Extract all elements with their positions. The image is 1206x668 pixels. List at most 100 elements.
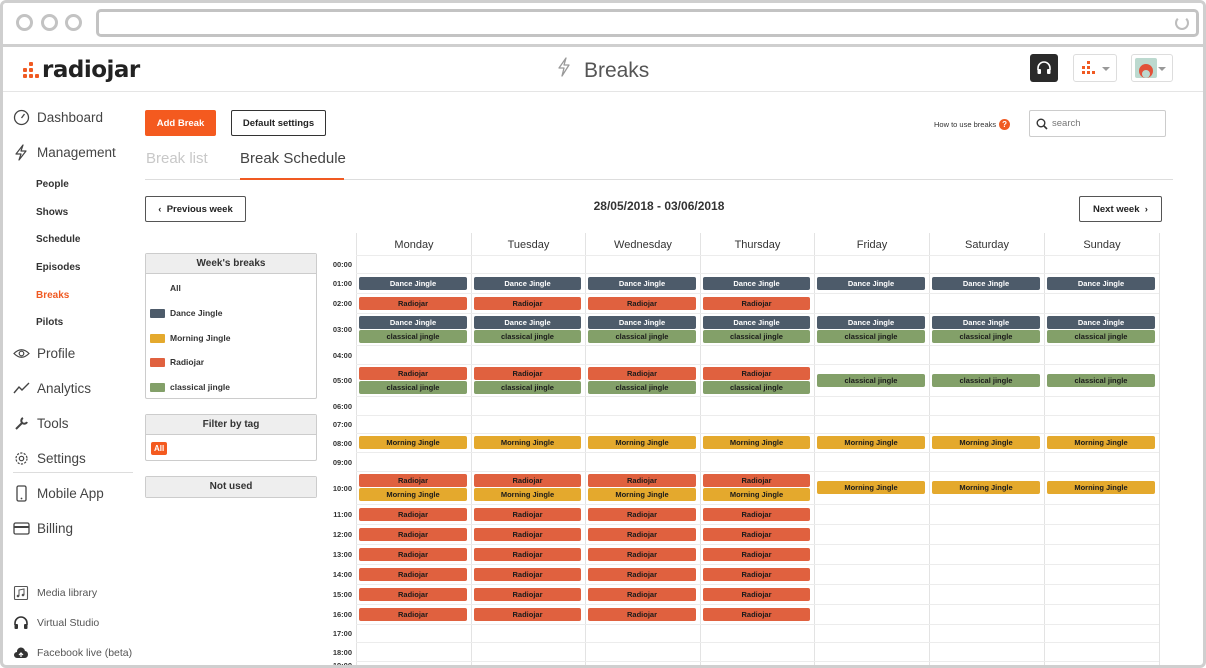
break-event[interactable]: Dance Jingle xyxy=(703,277,810,290)
break-event[interactable]: Dance Jingle xyxy=(1047,277,1155,290)
sidebar-item-facebook-live[interactable]: Facebook live (beta) xyxy=(13,645,132,661)
legend-item-classical-jingle[interactable]: classical jingle xyxy=(150,382,230,392)
break-event[interactable]: Morning Jingle xyxy=(359,488,467,501)
sidebar-sub-schedule[interactable]: Schedule xyxy=(36,234,81,245)
break-event[interactable]: Dance Jingle xyxy=(474,277,581,290)
not-used-panel[interactable]: Not used xyxy=(145,476,317,498)
tag-all[interactable]: All xyxy=(151,442,168,455)
break-event[interactable]: classical jingle xyxy=(359,330,467,343)
break-event[interactable]: Radiojar xyxy=(474,297,581,310)
break-event[interactable]: Radiojar xyxy=(359,588,467,601)
break-event[interactable]: Dance Jingle xyxy=(932,316,1040,329)
break-event[interactable]: Radiojar xyxy=(474,367,581,380)
break-event[interactable]: Radiojar xyxy=(474,474,581,487)
break-event[interactable]: Morning Jingle xyxy=(1047,481,1155,494)
radiojar-logo[interactable]: radiojar xyxy=(23,59,140,82)
break-event[interactable]: classical jingle xyxy=(588,381,696,394)
break-event[interactable]: Dance Jingle xyxy=(817,277,925,290)
sidebar-sub-pilots[interactable]: Pilots xyxy=(36,317,64,328)
break-event[interactable]: classical jingle xyxy=(474,381,581,394)
sidebar-sub-episodes[interactable]: Episodes xyxy=(36,262,81,273)
sidebar-item-media-library[interactable]: Media library xyxy=(13,585,97,601)
search-input[interactable] xyxy=(1052,116,1157,131)
break-event[interactable]: Radiojar xyxy=(359,367,467,380)
how-to-use-breaks-link[interactable]: How to use breaks ? xyxy=(934,119,1011,130)
break-event[interactable]: classical jingle xyxy=(359,381,467,394)
tab-break-list[interactable]: Break list xyxy=(146,150,208,167)
break-event[interactable]: Radiojar xyxy=(588,508,696,521)
break-event[interactable]: Morning Jingle xyxy=(588,488,696,501)
break-event[interactable]: Morning Jingle xyxy=(1047,436,1155,449)
break-event[interactable]: Morning Jingle xyxy=(932,436,1040,449)
break-event[interactable]: Dance Jingle xyxy=(359,316,467,329)
legend-item-radiojar[interactable]: Radiojar xyxy=(150,357,204,367)
break-event[interactable]: Radiojar xyxy=(588,568,696,581)
break-event[interactable]: Radiojar xyxy=(703,297,810,310)
break-event[interactable]: Radiojar xyxy=(474,608,581,621)
break-event[interactable]: Radiojar xyxy=(703,474,810,487)
break-event[interactable]: Radiojar xyxy=(588,548,696,561)
break-event[interactable]: classical jingle xyxy=(703,381,810,394)
break-event[interactable]: classical jingle xyxy=(703,330,810,343)
break-event[interactable]: Radiojar xyxy=(588,367,696,380)
break-event[interactable]: Dance Jingle xyxy=(588,316,696,329)
break-event[interactable]: Morning Jingle xyxy=(474,436,581,449)
break-event[interactable]: classical jingle xyxy=(474,330,581,343)
break-event[interactable]: classical jingle xyxy=(1047,374,1155,387)
sidebar-item-profile[interactable]: Profile xyxy=(13,345,75,362)
sidebar-item-dashboard[interactable]: Dashboard xyxy=(13,109,103,126)
address-bar[interactable] xyxy=(96,9,1199,37)
break-event[interactable]: Radiojar xyxy=(703,508,810,521)
next-week-button[interactable]: Next week › xyxy=(1079,196,1162,222)
break-event[interactable]: Radiojar xyxy=(359,297,467,310)
break-event[interactable]: classical jingle xyxy=(932,330,1040,343)
legend-item-all[interactable]: All xyxy=(170,283,181,293)
default-settings-button[interactable]: Default settings xyxy=(231,110,326,136)
sidebar-item-tools[interactable]: Tools xyxy=(13,415,69,432)
break-event[interactable]: Radiojar xyxy=(588,297,696,310)
legend-item-dance-jingle[interactable]: Dance Jingle xyxy=(150,308,222,318)
sidebar-item-management[interactable]: Management xyxy=(13,144,116,161)
tab-break-schedule[interactable]: Break Schedule xyxy=(240,150,346,167)
break-event[interactable]: Dance Jingle xyxy=(359,277,467,290)
break-event[interactable]: Morning Jingle xyxy=(359,436,467,449)
break-event[interactable]: classical jingle xyxy=(932,374,1040,387)
sidebar-item-analytics[interactable]: Analytics xyxy=(13,380,91,397)
break-event[interactable]: Radiojar xyxy=(359,568,467,581)
break-event[interactable]: Radiojar xyxy=(588,474,696,487)
break-event[interactable]: Radiojar xyxy=(703,528,810,541)
break-event[interactable]: Morning Jingle xyxy=(703,488,810,501)
sidebar-sub-breaks[interactable]: Breaks xyxy=(36,290,70,301)
break-event[interactable]: Radiojar xyxy=(359,528,467,541)
break-event[interactable]: Radiojar xyxy=(703,568,810,581)
break-event[interactable]: classical jingle xyxy=(817,374,925,387)
sidebar-item-mobile-app[interactable]: Mobile App xyxy=(13,485,104,502)
break-event[interactable]: Morning Jingle xyxy=(474,488,581,501)
break-event[interactable]: Radiojar xyxy=(703,367,810,380)
break-event[interactable]: Radiojar xyxy=(474,568,581,581)
break-event[interactable]: Morning Jingle xyxy=(817,481,925,494)
window-maximize-dot[interactable] xyxy=(65,14,82,31)
break-event[interactable]: Radiojar xyxy=(474,508,581,521)
sidebar-item-billing[interactable]: Billing xyxy=(13,520,73,537)
station-dropdown[interactable] xyxy=(1073,54,1117,82)
break-event[interactable]: Morning Jingle xyxy=(817,436,925,449)
window-close-dot[interactable] xyxy=(16,14,33,31)
break-event[interactable]: Radiojar xyxy=(703,608,810,621)
reload-icon[interactable] xyxy=(1175,16,1189,30)
break-event[interactable]: Radiojar xyxy=(359,548,467,561)
legend-item-morning-jingle[interactable]: Morning Jingle xyxy=(150,333,230,343)
add-break-button[interactable]: Add Break xyxy=(145,110,216,136)
break-event[interactable]: Radiojar xyxy=(359,508,467,521)
break-event[interactable]: Radiojar xyxy=(474,528,581,541)
break-event[interactable]: Radiojar xyxy=(474,588,581,601)
break-event[interactable]: Dance Jingle xyxy=(588,277,696,290)
sidebar-sub-shows[interactable]: Shows xyxy=(36,207,69,218)
break-event[interactable]: Radiojar xyxy=(359,474,467,487)
break-event[interactable]: Dance Jingle xyxy=(817,316,925,329)
user-menu-dropdown[interactable] xyxy=(1131,54,1173,82)
window-minimize-dot[interactable] xyxy=(41,14,58,31)
sidebar-item-settings[interactable]: Settings xyxy=(13,450,86,467)
break-event[interactable]: Radiojar xyxy=(588,608,696,621)
break-event[interactable]: classical jingle xyxy=(588,330,696,343)
